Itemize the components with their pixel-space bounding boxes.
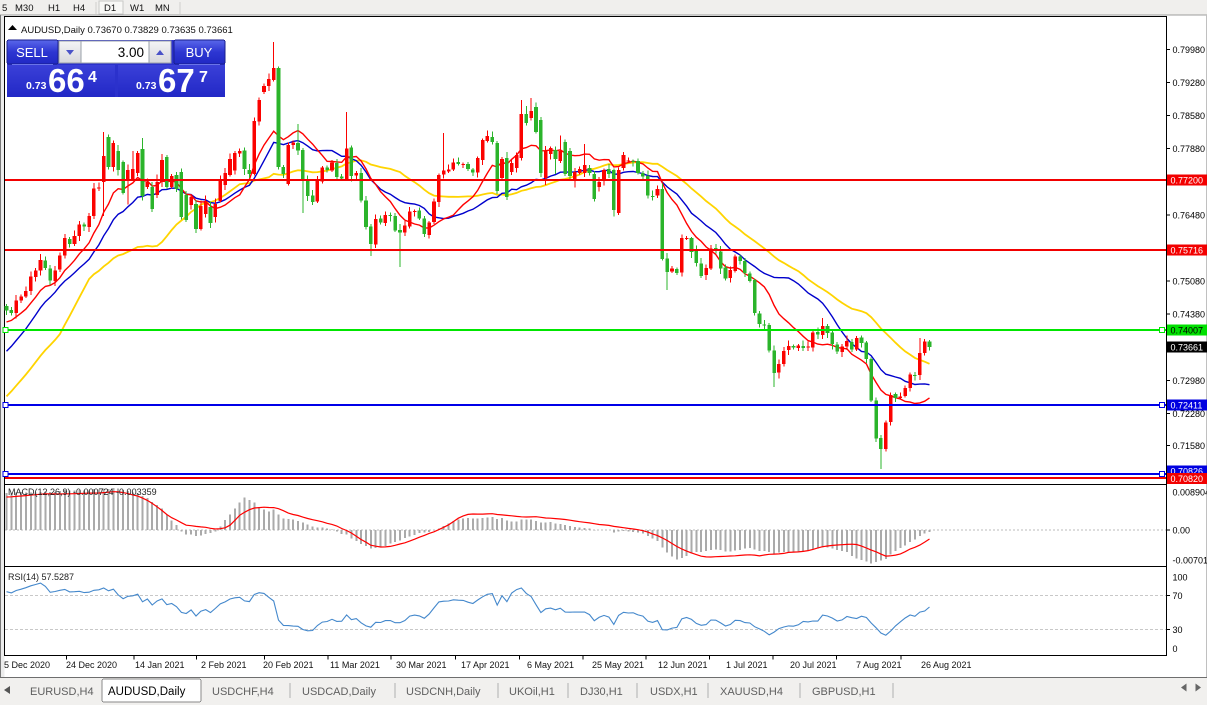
svg-text:14 Jan 2021: 14 Jan 2021 xyxy=(135,660,185,670)
svg-text:0.00: 0.00 xyxy=(1173,526,1191,536)
svg-text:20 Jul 2021: 20 Jul 2021 xyxy=(790,660,837,670)
svg-text:0.75716: 0.75716 xyxy=(1171,246,1204,256)
svg-text:70: 70 xyxy=(1173,591,1183,601)
svg-text:BUY: BUY xyxy=(186,45,213,60)
svg-text:2 Feb 2021: 2 Feb 2021 xyxy=(201,660,247,670)
svg-text:XAUUSD,H4: XAUUSD,H4 xyxy=(720,686,783,698)
svg-text:USDX,H1: USDX,H1 xyxy=(650,686,698,698)
svg-text:0.71580: 0.71580 xyxy=(1173,441,1206,451)
svg-text:5 Dec 2020: 5 Dec 2020 xyxy=(4,660,50,670)
svg-text:MN: MN xyxy=(155,3,170,14)
svg-text:0.70820: 0.70820 xyxy=(1171,474,1204,484)
svg-text:0.73: 0.73 xyxy=(26,80,47,92)
svg-text:100: 100 xyxy=(1173,573,1188,583)
svg-text:USDCHF,H4: USDCHF,H4 xyxy=(212,686,274,698)
svg-text:D1: D1 xyxy=(104,3,116,14)
svg-text:0.79980: 0.79980 xyxy=(1173,45,1206,55)
svg-text:EURUSD,H4: EURUSD,H4 xyxy=(30,686,94,698)
svg-text:0.78580: 0.78580 xyxy=(1173,111,1206,121)
svg-text:0.76480: 0.76480 xyxy=(1173,210,1206,220)
svg-text:20 Feb 2021: 20 Feb 2021 xyxy=(263,660,314,670)
svg-text:0.77200: 0.77200 xyxy=(1171,175,1204,185)
svg-text:0.74380: 0.74380 xyxy=(1173,310,1206,320)
svg-text:AUDUSD,Daily 0.73670 0.73829: AUDUSD,Daily 0.73670 0.73829 0.73635 0.7… xyxy=(21,25,233,36)
svg-text:0.79280: 0.79280 xyxy=(1173,78,1206,88)
svg-text:SELL: SELL xyxy=(16,45,48,60)
svg-text:0.008904: 0.008904 xyxy=(1173,488,1207,498)
svg-text:12 Jun 2021: 12 Jun 2021 xyxy=(658,660,708,670)
svg-text:0.77880: 0.77880 xyxy=(1173,144,1206,154)
svg-text:4: 4 xyxy=(88,69,97,86)
svg-text:0.73661: 0.73661 xyxy=(1171,343,1204,353)
svg-text:25 May 2021: 25 May 2021 xyxy=(592,660,644,670)
svg-text:0: 0 xyxy=(1173,644,1178,654)
svg-text:MACD(12,26,9) -0.000724 -0.003: MACD(12,26,9) -0.000724 -0.003359 xyxy=(8,487,157,497)
svg-text:GBPUSD,H1: GBPUSD,H1 xyxy=(812,686,876,698)
svg-text:0.75080: 0.75080 xyxy=(1173,277,1206,287)
svg-text:DJ30,H1: DJ30,H1 xyxy=(580,686,623,698)
svg-text:0.72980: 0.72980 xyxy=(1173,376,1206,386)
svg-text:USDCNH,Daily: USDCNH,Daily xyxy=(406,686,481,698)
svg-text:26 Aug 2021: 26 Aug 2021 xyxy=(921,660,972,670)
svg-text:0.74007: 0.74007 xyxy=(1171,326,1204,336)
svg-text:M30: M30 xyxy=(15,3,33,14)
svg-text:UKOil,H1: UKOil,H1 xyxy=(509,686,555,698)
svg-text:5: 5 xyxy=(2,3,7,14)
svg-text:30 Mar 2021: 30 Mar 2021 xyxy=(396,660,447,670)
svg-text:6 May 2021: 6 May 2021 xyxy=(527,660,574,670)
svg-text:24 Dec 2020: 24 Dec 2020 xyxy=(66,660,117,670)
svg-text:0.73: 0.73 xyxy=(136,80,157,92)
svg-text:7: 7 xyxy=(199,69,208,86)
svg-text:1 Jul 2021: 1 Jul 2021 xyxy=(726,660,768,670)
svg-text:17 Apr 2021: 17 Apr 2021 xyxy=(461,660,510,670)
svg-text:W1: W1 xyxy=(130,3,144,14)
svg-text:66: 66 xyxy=(48,62,85,99)
svg-text:H1: H1 xyxy=(48,3,60,14)
svg-text:7 Aug 2021: 7 Aug 2021 xyxy=(856,660,902,670)
svg-text:30: 30 xyxy=(1173,625,1183,635)
svg-text:AUDUSD,Daily: AUDUSD,Daily xyxy=(108,686,186,698)
svg-text:USDCAD,Daily: USDCAD,Daily xyxy=(302,686,376,698)
svg-text:-0.00701: -0.00701 xyxy=(1173,556,1207,566)
svg-text:3.00: 3.00 xyxy=(118,45,144,60)
svg-text:RSI(14) 57.5287: RSI(14) 57.5287 xyxy=(8,572,74,582)
svg-text:67: 67 xyxy=(158,62,195,99)
svg-text:H4: H4 xyxy=(73,3,85,14)
svg-text:0.72411: 0.72411 xyxy=(1171,401,1203,411)
svg-text:11 Mar 2021: 11 Mar 2021 xyxy=(330,660,380,670)
